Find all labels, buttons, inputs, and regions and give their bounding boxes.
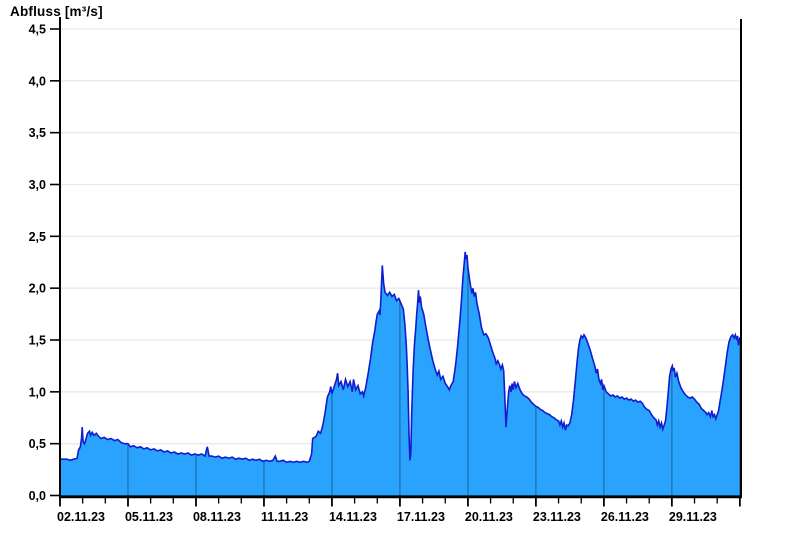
- x-tick-label: 17.11.23: [397, 510, 445, 524]
- x-tick-label: 02.11.23: [57, 510, 105, 524]
- x-axis-ticks: [59, 498, 741, 507]
- x-tick-label: 23.11.23: [533, 510, 581, 524]
- y-tick-label: 3,0: [29, 178, 46, 192]
- x-tick-label: 14.11.23: [329, 510, 377, 524]
- y-tick-label: 3,5: [29, 126, 46, 140]
- x-tick-label: 08.11.23: [193, 510, 241, 524]
- x-tick-label: 29.11.23: [669, 510, 717, 524]
- y-tick-label: 1,5: [29, 334, 46, 348]
- y-tick-label: 2,5: [29, 230, 46, 244]
- x-tick-label: 20.11.23: [465, 510, 513, 524]
- y-tick-label: 2,0: [29, 282, 46, 296]
- discharge-line: [60, 251, 741, 464]
- y-tick-label: 4,5: [29, 23, 46, 37]
- x-tick-label: 26.11.23: [601, 510, 649, 524]
- x-tick-label: 05.11.23: [125, 510, 173, 524]
- y-axis-ticks: [50, 28, 60, 497]
- y-tick-label: 0,0: [29, 489, 46, 503]
- x-tick-labels: 02.11.23 05.11.23 08.11.23 11.11.23 14.11.23…: [57, 510, 717, 524]
- x-tick-label: 11.11.23: [261, 510, 308, 524]
- y-tick-label: 4,0: [29, 74, 46, 88]
- discharge-area: [60, 251, 741, 496]
- y-axis-title: Abfluss [m³/s]: [10, 4, 103, 19]
- h-gridlines: [60, 28, 741, 445]
- y-tick-label: 0,5: [29, 437, 46, 451]
- axes: [59, 17, 742, 499]
- y-tick-labels: 0,0 0,5 1,0 1,5 2,0 2,5 3,0 3,5 4,0 4,5: [29, 23, 46, 504]
- y-tick-label: 1,0: [29, 385, 46, 399]
